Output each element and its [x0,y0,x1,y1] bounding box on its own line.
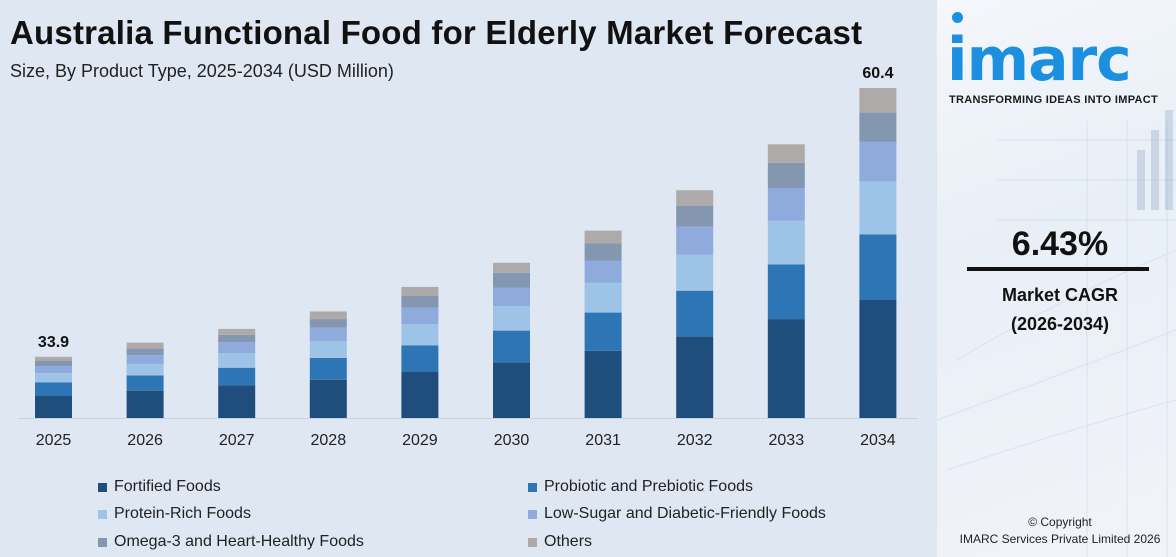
x-tick-label-2026: 2026 [127,432,163,449]
imarc-logo: imarc [947,25,1132,95]
bar-segment-2029-series-4 [401,295,439,308]
bar-segment-2034-series-4 [859,112,897,142]
bar-segment-2031-series-2 [584,282,622,313]
bar-segment-2029-series-1 [401,345,439,372]
bar-segment-2031-series-5 [584,230,622,244]
x-tick-label-2034: 2034 [860,432,896,449]
bar-segment-2028-series-3 [309,327,347,341]
bar-segment-2028-series-5 [309,311,347,320]
chart-subtitle: Size, By Product Type, 2025-2034 (USD Mi… [10,61,394,81]
copyright-line-2: IMARC Services Private Limited 2026 [959,532,1161,546]
bar-segment-2027-series-3 [218,342,256,353]
chart-title: Australia Functional Food for Elderly Ma… [10,14,863,51]
bar-segment-2032-series-2 [676,254,714,291]
x-tick-label-2031: 2031 [585,432,621,449]
logo-dot [952,12,963,23]
bar-segment-2028-series-0 [309,379,347,418]
bar-segment-2032-series-3 [676,226,714,255]
bar-segment-2034-series-5 [859,88,897,113]
bar-segment-2034-series-1 [859,234,897,300]
x-tick-label-2029: 2029 [402,432,438,449]
data-label-2034: 60.4 [862,65,893,82]
bar-segment-2026-series-5 [126,342,164,349]
bar-segment-2026-series-3 [126,355,164,364]
bar-segment-2033-series-4 [767,162,805,188]
bar-segment-2029-series-3 [401,307,439,324]
bar-segment-2028-series-1 [309,357,347,380]
bar-segment-2031-series-1 [584,312,622,351]
bar-segment-2029-series-0 [401,371,439,418]
bar-segment-2028-series-2 [309,341,347,358]
bar-segment-2030-series-0 [493,362,530,418]
bar-segment-2026-series-0 [126,390,164,418]
bar-segment-2030-series-5 [493,262,530,273]
brand-tagline: TRANSFORMING IDEAS INTO IMPACT [949,94,1159,106]
cagr-divider [967,267,1149,271]
cagr-value: 6.43% [1011,225,1109,263]
x-tick-label-2033: 2033 [769,432,805,449]
bar-segment-2031-series-0 [584,350,622,418]
bar-segment-2025-series-4 [35,360,72,367]
bar-segment-2033-series-0 [767,319,805,418]
bar-segment-2033-series-1 [767,264,805,320]
brand-panel: imarc TRANSFORMING IDEAS INTO IMPACT 6.4… [937,0,1176,557]
bar-segment-2029-series-2 [401,324,439,346]
data-label-2025: 33.9 [38,334,69,351]
bar-segment-2034-series-0 [859,300,897,418]
bar-segment-2026-series-4 [126,348,164,356]
cagr-period: (2026-2034) [1010,314,1110,334]
x-tick-label-2032: 2032 [677,432,713,449]
x-tick-label-2027: 2027 [219,432,255,449]
x-tick-label-2030: 2030 [494,432,530,449]
bar-segment-2034-series-3 [859,141,897,182]
bar-segment-2031-series-4 [584,243,622,261]
bar-segment-2027-series-5 [218,328,256,335]
bar-segment-2028-series-4 [309,319,347,328]
bar-segment-2032-series-4 [676,206,714,227]
bar-segment-2025-series-2 [35,373,72,383]
bar-segment-2025-series-0 [35,395,72,418]
bar-segment-2033-series-5 [767,144,805,163]
copyright-line-1: © Copyright [1028,515,1092,529]
bar-segment-2025-series-1 [35,382,72,396]
bar-segment-2029-series-5 [401,286,439,296]
bar-segment-2027-series-4 [218,335,256,343]
chart-panel: Australia Functional Food for Elderly Ma… [10,14,918,550]
x-tick-label-2028: 2028 [311,432,347,449]
bar-segment-2025-series-5 [35,356,72,361]
bar-segment-2032-series-5 [676,190,714,206]
bar-segment-2025-series-3 [35,366,72,374]
bar-segment-2027-series-0 [218,385,256,418]
bar-segment-2033-series-2 [767,220,805,265]
bar-segment-2027-series-2 [218,353,256,368]
bar-segment-2031-series-3 [584,260,622,283]
stacked-bar-chart: 2025 33.9 2026 2027 2028 2029 2030 2031 2032 2033… [18,65,918,449]
bar-segment-2034-series-2 [859,181,897,235]
bar-segment-2032-series-0 [676,336,714,418]
bar-segment-2030-series-2 [493,306,530,331]
bar-segment-2026-series-1 [126,375,164,391]
x-tick-label-2025: 2025 [36,432,72,449]
bar-segment-2030-series-4 [493,272,530,288]
bar-segment-2027-series-1 [218,367,256,386]
bar-segment-2030-series-3 [493,287,530,306]
cagr-label: Market CAGR [1001,285,1119,305]
bar-segment-2030-series-1 [493,330,530,363]
decorative-background-graphic [937,110,1176,557]
bar-segment-2033-series-3 [767,188,805,221]
bar-segment-2032-series-1 [676,290,714,337]
bar-segment-2026-series-2 [126,363,164,376]
